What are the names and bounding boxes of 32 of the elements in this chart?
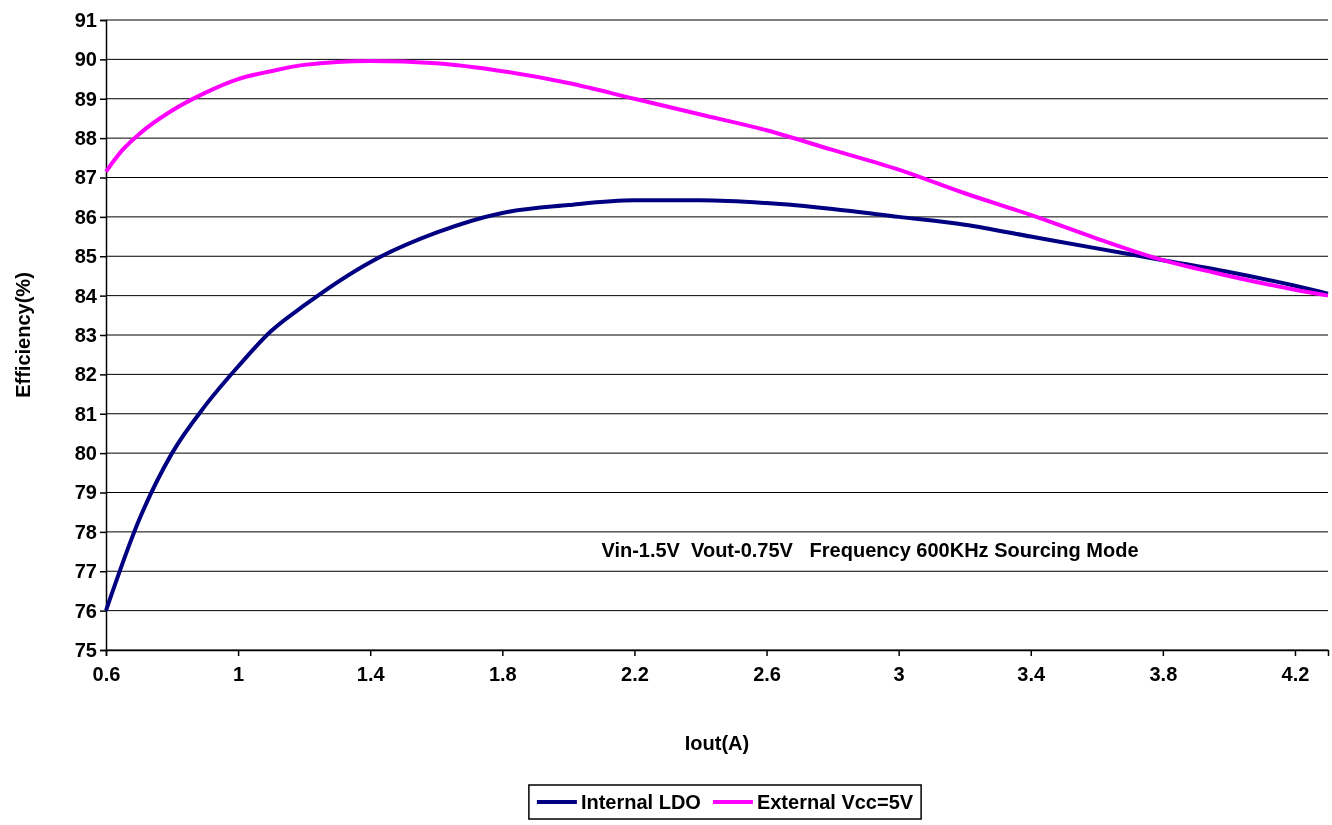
y-tick-label: 88	[74, 127, 97, 150]
legend-label: External Vcc=5V	[756, 791, 914, 813]
x-tick-label: 2.6	[753, 663, 781, 685]
annotation: Vin-1.5V Vout-0.75V Frequency 600KHz Sourcing Mode	[601, 539, 1139, 561]
x-tick-label: 1.8	[488, 663, 517, 685]
x-axis-title: Iout(A)	[684, 732, 750, 754]
y-tick-label: 90	[74, 48, 97, 71]
y-tick-label: 89	[74, 87, 97, 110]
y-tick-label: 82	[74, 363, 97, 386]
x-tick-label: 4.2	[1281, 663, 1310, 685]
y-axis-title: Efficiency(%)	[12, 272, 34, 398]
y-tick-label: 85	[74, 245, 97, 268]
x-tick-label: 1.4	[356, 663, 386, 685]
x-tick-label: 3	[893, 663, 905, 685]
y-tick-label: 78	[74, 520, 97, 543]
x-tick-label: 3.8	[1149, 663, 1178, 685]
x-tick-label: 3.4	[1017, 663, 1047, 685]
legend-label: Internal LDO	[580, 791, 701, 813]
x-tick-label: 1	[233, 663, 245, 685]
y-tick-label: 81	[74, 402, 97, 425]
y-tick-label: 91	[74, 8, 97, 31]
y-tick-label: 86	[74, 205, 97, 228]
y-tick-label: 80	[74, 442, 97, 465]
y-tick-label: 84	[74, 284, 98, 307]
y-tick-label: 75	[74, 638, 97, 661]
y-tick-label: 87	[74, 166, 97, 189]
y-tick-label: 79	[74, 481, 97, 504]
y-tick-label: 83	[74, 323, 97, 346]
x-tick-label: 2.2	[621, 663, 649, 685]
y-tick-label: 76	[74, 599, 97, 622]
y-tick-label: 77	[74, 560, 97, 583]
x-tick-label: 0.6	[92, 663, 121, 685]
